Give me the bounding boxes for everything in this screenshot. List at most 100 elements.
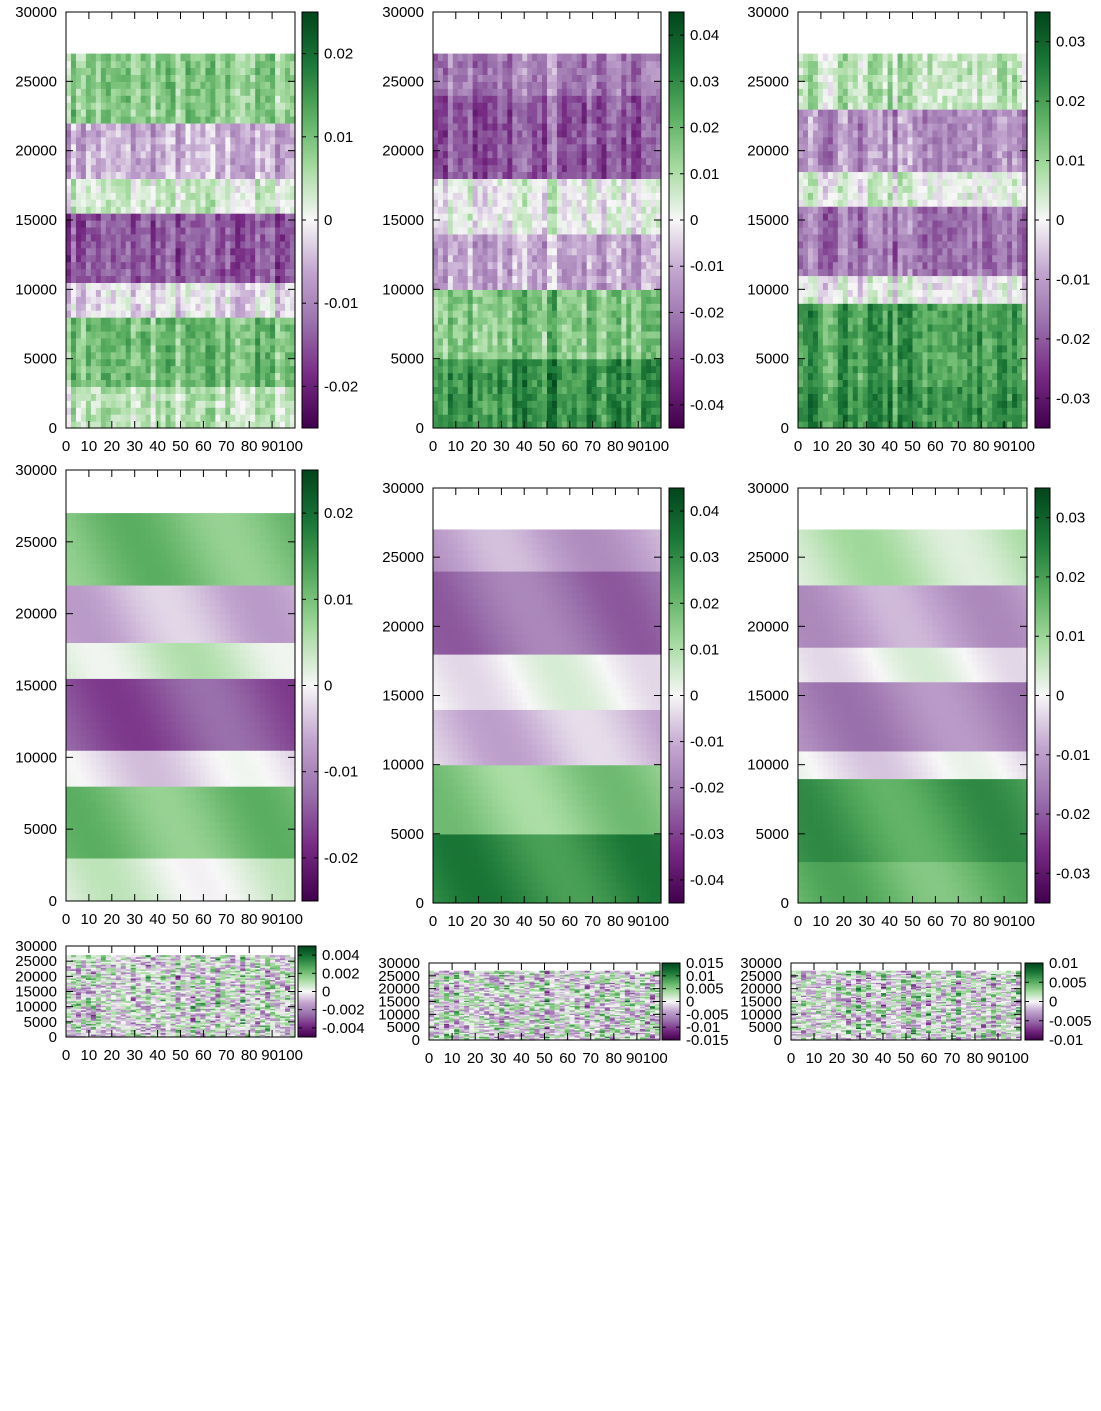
heatmap-cell [165,116,172,124]
heatmap-cell [497,199,503,207]
heatmap-cell [150,247,157,256]
heatmap-cell [200,95,206,103]
heatmap-cell [656,324,662,332]
heatmap-cell [130,206,137,214]
heatmap-cell [591,206,598,214]
heatmap-cell [433,289,439,297]
heatmap-cell [115,95,122,103]
heatmap-cell [280,192,286,200]
heatmap-cell [225,102,231,110]
heatmap-cell [180,53,187,62]
heatmap-cell [457,261,464,270]
heatmap-cell [66,303,72,311]
heatmap-cell [462,310,469,318]
heatmap-cell [105,74,112,82]
heatmap-cell [100,164,107,173]
heatmap-cell [542,282,548,290]
heatmap-cell [626,414,632,422]
heatmap-cell [66,102,72,110]
heatmap-cell [591,164,598,173]
heatmap-cell [66,254,72,263]
heatmap-cell [140,303,147,311]
heatmap-cell [190,303,197,311]
heatmap-cell [225,136,231,145]
heatmap-cell [636,365,642,374]
heatmap-cell [586,379,593,387]
heatmap-cell [240,421,246,429]
heatmap-cell [120,67,127,75]
heatmap-cell [606,407,613,415]
heatmap-cell [502,254,508,263]
heatmap-cell [596,171,603,179]
heatmap-cell [537,122,543,131]
heatmap-cell [517,213,523,221]
heatmap-cell [75,282,82,290]
heatmap-cell [542,129,548,138]
heatmap-cell [591,386,598,394]
heatmap-cell [532,164,538,173]
heatmap-cell [527,240,533,249]
heatmap-cell [275,116,281,124]
heatmap-cell [185,60,192,69]
heatmap-cell [606,330,613,339]
heatmap-cell [497,150,503,159]
heatmap-cell [110,192,117,200]
heatmap-cell [457,109,464,117]
heatmap-cell [120,178,127,186]
heatmap-cell [75,233,82,242]
heatmap-cell [631,136,637,145]
heatmap-cell [235,129,241,138]
heatmap-cell [616,185,622,193]
heatmap-cell [437,351,444,360]
heatmap-cell [85,337,92,346]
heatmap-cell [155,164,162,173]
heatmap-cell [190,351,197,360]
heatmap-cell [115,393,122,401]
heatmap-cell [205,88,211,96]
heatmap-cell [636,192,642,200]
heatmap-cell [641,185,647,193]
heatmap-cell [576,317,583,325]
heatmap-cell [230,268,236,277]
heatmap-cell [120,400,127,408]
heatmap-cell [566,226,573,235]
heatmap-cell [100,157,107,166]
heatmap-cell [576,240,583,249]
heatmap-cell [235,351,241,360]
heatmap-cell [532,185,538,193]
heatmap-cell [522,303,528,311]
heatmap-cell [185,324,192,332]
heatmap-cell [115,185,122,193]
heatmap-cell [502,330,508,339]
heatmap-cell [437,95,444,103]
heatmap-cell [507,379,513,387]
heatmap-cell [561,344,568,353]
heatmap-cell [200,157,206,166]
heatmap-cell [452,268,459,277]
heatmap-cell [200,226,206,235]
heatmap-cell [601,344,608,353]
heatmap-cell [110,60,117,69]
heatmap-cell [290,261,296,270]
heatmap-cell [235,95,241,103]
heatmap-cell [125,74,132,82]
heatmap-cell [290,53,296,62]
heatmap-cell [190,88,197,96]
heatmap-cell [100,247,107,256]
heatmap-cell [75,386,82,394]
heatmap-cell [606,240,613,249]
heatmap-cell [170,102,177,110]
heatmap-cell [175,60,182,69]
heatmap-cell [230,109,236,117]
heatmap-cell [651,109,657,117]
heatmap-cell [70,386,77,394]
heatmap-cell [270,129,276,138]
heatmap-cell [150,157,157,166]
heatmap-cell [190,171,197,179]
heatmap-cell [245,296,251,304]
heatmap-cell [522,171,528,179]
heatmap-cell [586,303,593,311]
heatmap-cell [611,185,617,193]
heatmap-cell [275,261,281,270]
heatmap-cell [532,268,538,277]
